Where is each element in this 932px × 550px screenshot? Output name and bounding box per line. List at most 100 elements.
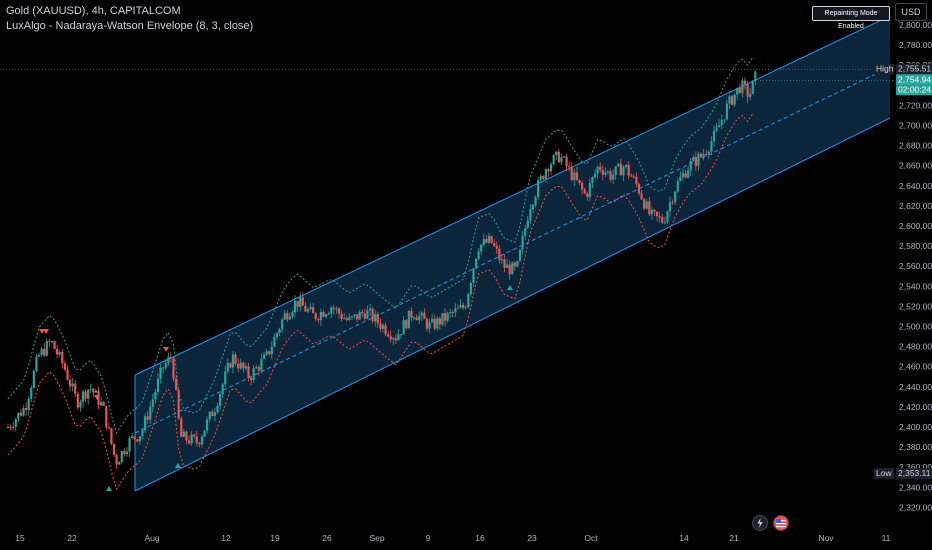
candle-body bbox=[63, 363, 66, 370]
candle-body bbox=[61, 351, 64, 364]
candle-body bbox=[348, 317, 351, 321]
candle-body bbox=[441, 313, 444, 325]
candle-body bbox=[392, 338, 395, 340]
candle-body bbox=[268, 351, 271, 355]
candle-body bbox=[335, 308, 338, 310]
candle-body bbox=[575, 172, 579, 180]
candle-body bbox=[542, 176, 545, 180]
candle-body bbox=[679, 177, 682, 181]
candle-body bbox=[66, 369, 69, 380]
price-tick-label: 2,440.00 bbox=[899, 382, 932, 392]
candle-body bbox=[640, 193, 643, 200]
candle-body bbox=[612, 174, 615, 180]
candle-body bbox=[53, 341, 56, 349]
lightning-icon[interactable] bbox=[752, 515, 768, 531]
candle-body bbox=[663, 221, 666, 223]
candle-body bbox=[531, 204, 535, 210]
candle-body bbox=[425, 318, 429, 329]
candle-body bbox=[736, 87, 739, 95]
candle-body bbox=[405, 320, 408, 329]
candle-body bbox=[462, 304, 465, 308]
candle-body bbox=[187, 440, 191, 444]
candle-body bbox=[218, 394, 222, 406]
candle-body bbox=[275, 333, 279, 337]
candle-body bbox=[37, 354, 41, 357]
candle-body bbox=[265, 351, 268, 355]
candle-body bbox=[244, 366, 248, 369]
candle-body bbox=[399, 334, 403, 336]
candle-body bbox=[379, 323, 382, 329]
sell-signal-marker bbox=[39, 329, 45, 334]
candle-body bbox=[650, 209, 654, 215]
candle-body bbox=[81, 391, 85, 402]
candle-body bbox=[138, 436, 141, 442]
buy-signal-marker bbox=[106, 486, 112, 491]
bar-countdown-box bbox=[896, 85, 932, 96]
candle-body bbox=[76, 393, 79, 408]
indicator-title[interactable]: LuxAlgo - Nadaraya-Watson Envelope (8, 3… bbox=[6, 20, 254, 32]
candle-body bbox=[544, 169, 547, 180]
candle-body bbox=[252, 368, 255, 381]
low-value-box bbox=[896, 468, 932, 480]
candle-body bbox=[681, 173, 685, 178]
currency-button[interactable]: USD bbox=[895, 3, 927, 21]
price-tick-label: 2,460.00 bbox=[899, 362, 932, 372]
candle-body bbox=[707, 151, 710, 155]
time-tick-label: 26 bbox=[322, 533, 332, 543]
candle-body bbox=[25, 408, 28, 410]
price-tick-label: 2,600.00 bbox=[899, 221, 932, 231]
candle-body bbox=[32, 370, 35, 388]
time-tick-label: 16 bbox=[475, 533, 485, 543]
time-tick-label: 9 bbox=[426, 533, 431, 543]
price-tick-label: 2,660.00 bbox=[899, 161, 932, 171]
candle-body bbox=[154, 392, 157, 400]
candle-body bbox=[487, 235, 491, 243]
current-price-value: 2,754.94 bbox=[898, 74, 931, 84]
high-value-box bbox=[896, 63, 932, 75]
chart-legend: Gold (XAUUSD), 4h, CAPITALCOM LuxAlgo - … bbox=[6, 4, 253, 34]
candle-body bbox=[115, 454, 118, 465]
candle-body bbox=[229, 362, 232, 368]
price-tick-label: 2,560.00 bbox=[899, 261, 932, 271]
regression-channel-fill bbox=[135, 16, 890, 491]
us-flag-icon[interactable] bbox=[773, 515, 789, 531]
candle-body bbox=[237, 363, 240, 369]
price-tick-label: 2,620.00 bbox=[899, 201, 932, 211]
candle-body bbox=[174, 379, 178, 390]
candle-body bbox=[746, 84, 749, 97]
time-tick-label: 15 bbox=[15, 533, 25, 543]
candle-body bbox=[477, 251, 480, 259]
candle-body bbox=[619, 163, 622, 176]
candle-body bbox=[459, 304, 462, 308]
candle-body bbox=[151, 399, 154, 407]
candle-body bbox=[596, 166, 599, 174]
price-tick-label: 2,540.00 bbox=[899, 281, 932, 291]
candle-body bbox=[697, 153, 700, 166]
candle-body bbox=[725, 103, 729, 120]
candle-body bbox=[84, 391, 87, 399]
candle-body bbox=[723, 119, 726, 121]
buy-signal-marker bbox=[175, 463, 181, 468]
candle-body bbox=[309, 307, 312, 310]
candle-body bbox=[648, 201, 651, 215]
candle-body bbox=[345, 318, 348, 321]
candle-body bbox=[133, 436, 136, 440]
candle-body bbox=[190, 434, 193, 444]
candle-body bbox=[503, 259, 506, 268]
candle-body bbox=[68, 379, 72, 387]
bar-countdown: 02:00:24 bbox=[898, 84, 931, 94]
candle-body bbox=[159, 367, 162, 379]
symbol-title[interactable]: Gold (XAUUSD), 4h, CAPITALCOM bbox=[6, 5, 181, 17]
candle-body bbox=[143, 416, 147, 431]
candle-body bbox=[402, 320, 405, 335]
candle-body bbox=[118, 461, 121, 465]
candle-body bbox=[71, 383, 74, 387]
price-axis[interactable]: 2,800.002,780.002,760.002,740.002,720.00… bbox=[899, 20, 932, 512]
candle-body bbox=[741, 80, 744, 94]
candle-body bbox=[622, 166, 625, 176]
time-axis[interactable]: 15 22 Aug 12 19 26 Sep 9 16 23 Oct 14 21 Nov 11 bbox=[15, 533, 890, 543]
candle-body bbox=[705, 154, 708, 156]
time-tick-label: Aug bbox=[144, 533, 159, 543]
